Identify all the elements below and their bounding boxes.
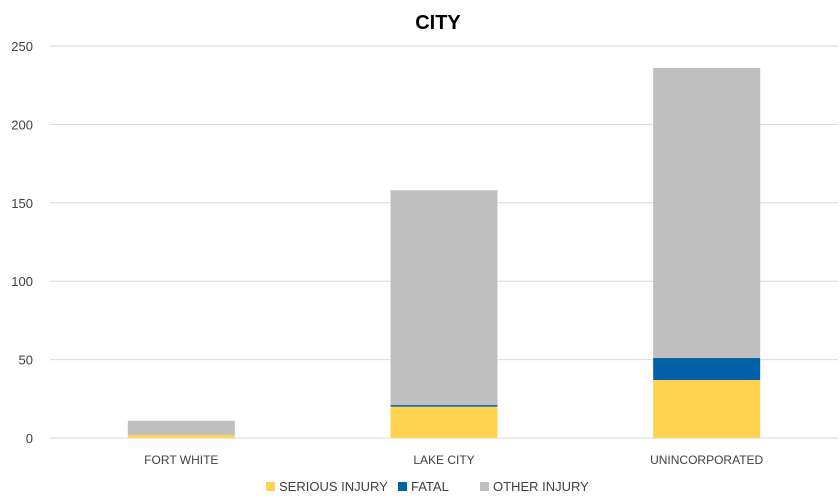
- bar-segment-other-injury: [653, 67, 761, 359]
- bar-segment-serious-injury: [390, 406, 498, 438]
- legend-swatch: [398, 482, 407, 491]
- x-axis-categories: FORT WHITE LAKE CITY UNINCORPORATED: [144, 453, 763, 467]
- y-axis-ticks: 0 50 100 150 200 250: [11, 39, 33, 446]
- y-tick-label: 150: [11, 196, 33, 211]
- legend-label: FATAL: [411, 479, 449, 494]
- bar-segment-serious-injury: [127, 434, 235, 438]
- legend-swatch: [266, 482, 275, 491]
- y-tick-label: 0: [26, 431, 33, 446]
- bar-segment-serious-injury: [653, 379, 761, 438]
- x-category-label: LAKE CITY: [413, 453, 474, 467]
- y-tick-label: 100: [11, 274, 33, 289]
- bar-segment-other-injury: [127, 420, 235, 435]
- bar-segment-fatal: [653, 358, 761, 380]
- legend-swatch: [480, 482, 489, 491]
- bar-segment-other-injury: [390, 190, 498, 406]
- x-category-label: UNINCORPORATED: [650, 453, 763, 467]
- x-category-label: FORT WHITE: [144, 453, 218, 467]
- legend-item: FATAL: [398, 479, 449, 494]
- bar-segment-fatal: [390, 405, 498, 407]
- chart-title: CITY: [415, 12, 461, 34]
- legend-item: OTHER INJURY: [480, 479, 589, 494]
- y-tick-label: 250: [11, 39, 33, 54]
- y-tick-label: 50: [19, 353, 33, 368]
- legend: SERIOUS INJURY FATAL OTHER INJURY: [266, 479, 589, 494]
- legend-label: OTHER INJURY: [493, 479, 589, 494]
- y-tick-label: 200: [11, 117, 33, 132]
- legend-item: SERIOUS INJURY: [266, 479, 388, 494]
- legend-label: SERIOUS INJURY: [279, 479, 388, 494]
- bars: [127, 67, 761, 438]
